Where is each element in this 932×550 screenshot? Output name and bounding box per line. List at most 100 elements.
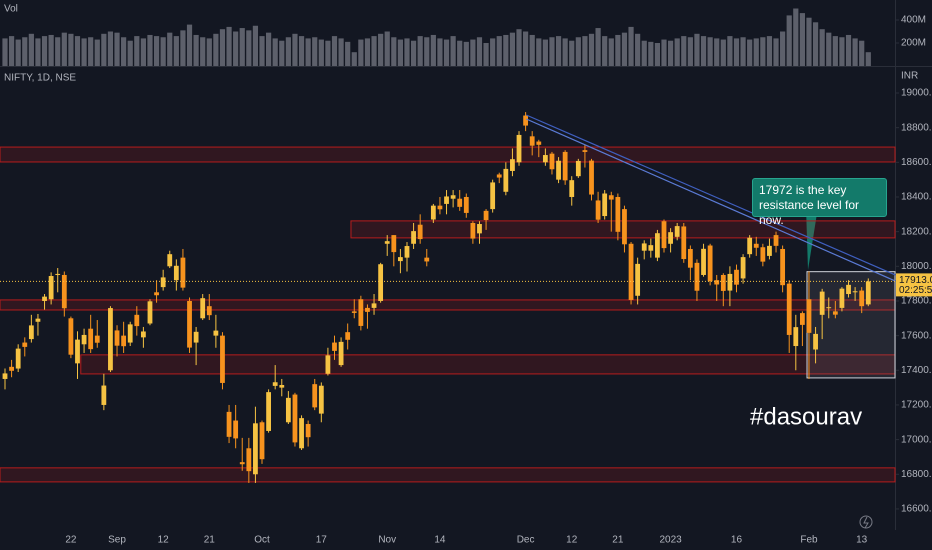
candle-body: [516, 134, 522, 163]
volume-bar: [714, 38, 720, 66]
candle-body: [338, 341, 344, 366]
candle-body: [503, 168, 509, 192]
volume-bar: [780, 31, 786, 66]
candle-body: [681, 226, 687, 260]
x-tick-label: 12: [158, 535, 170, 546]
candle-body: [101, 385, 107, 405]
candle-body: [437, 205, 443, 210]
volume-bar: [259, 36, 265, 66]
x-tick-label: Dec: [517, 535, 535, 546]
candle-body: [490, 182, 496, 210]
volume-bar: [457, 40, 463, 66]
volume-bar: [753, 38, 759, 66]
candle-body: [312, 384, 318, 408]
symbol-title: NIFTY, 1D, NSE: [4, 73, 76, 84]
x-tick-label: 17: [316, 535, 328, 546]
volume-bar: [667, 40, 674, 66]
candle-body: [147, 301, 153, 324]
countdown: 02:25:58: [899, 285, 932, 296]
callout: 17972 is the key resistance level for no…: [752, 178, 887, 227]
volume-bar: [404, 38, 410, 66]
volume-bar: [318, 39, 324, 66]
volume-bar: [430, 34, 436, 66]
y-tick-label: 17000.00: [901, 434, 932, 445]
volume-bar: [180, 30, 186, 66]
x-tick-label: Sep: [108, 535, 126, 546]
y-tick-label: 19000.00: [901, 88, 932, 99]
candle-body: [523, 115, 529, 126]
volume-bar: [81, 38, 87, 66]
volume-tick-label: 200M: [901, 38, 926, 49]
candle-body: [674, 226, 680, 237]
volume-bar: [88, 37, 94, 66]
volume-bar: [707, 37, 713, 66]
candle-body: [496, 174, 502, 178]
volume-bar: [233, 31, 239, 66]
zone: [80, 354, 896, 375]
candle-body: [668, 232, 673, 244]
candle-body: [391, 235, 397, 253]
candle-body: [430, 205, 436, 220]
volume-bar: [641, 40, 647, 66]
volume-bar: [799, 13, 805, 67]
volume-bar: [529, 34, 535, 66]
volume-bar: [812, 22, 819, 67]
candle-body: [233, 420, 239, 439]
candle-body: [483, 210, 489, 221]
candle-body: [180, 257, 186, 288]
candle-body: [767, 245, 772, 256]
candle-body: [714, 280, 720, 285]
volume-bar: [173, 36, 179, 66]
volume-bar: [279, 40, 285, 66]
candle-body: [28, 325, 34, 340]
volume-bar: [378, 33, 384, 66]
volume-bar: [621, 32, 628, 66]
volume-bar: [806, 17, 812, 66]
volume-bar: [845, 34, 852, 66]
y-tick-label: 17200.00: [901, 400, 932, 411]
volume-bar: [793, 8, 799, 66]
candle-body: [529, 136, 535, 146]
volume-bar: [694, 33, 700, 66]
volume-bar: [443, 39, 450, 66]
candle-body: [15, 348, 21, 369]
x-tick-label: 16: [731, 535, 743, 546]
candle-body: [173, 265, 179, 281]
trendline: [526, 118, 896, 282]
candle-body: [701, 248, 706, 275]
candle-body: [285, 397, 291, 423]
volume-bar: [285, 37, 291, 66]
axis-unit: INR: [901, 71, 918, 82]
volume-bar: [305, 38, 311, 66]
candle-body: [246, 448, 252, 472]
candle-body: [556, 160, 561, 180]
volume-bar: [410, 40, 417, 66]
candle-body: [140, 331, 146, 338]
y-tick-label: 16600.00: [901, 504, 932, 515]
candle-body: [747, 237, 753, 255]
candle-body: [595, 200, 601, 220]
candle-body: [799, 313, 805, 325]
candle-body: [305, 424, 311, 438]
candle-body: [865, 281, 871, 305]
volume-bar: [28, 33, 34, 66]
candle-body: [272, 382, 278, 386]
candle-body: [602, 193, 608, 217]
candle-body: [793, 327, 799, 347]
volume-bar: [588, 33, 595, 66]
volume-bar: [450, 36, 456, 66]
candle-body: [88, 328, 94, 350]
candle-body: [839, 288, 845, 308]
zone: [0, 299, 896, 311]
candle-body: [9, 366, 14, 371]
y-tick-label: 17800.00: [901, 296, 932, 307]
candle-body: [279, 385, 285, 388]
volume-bar: [351, 52, 357, 66]
candle-body: [2, 373, 8, 379]
volume-bar: [826, 32, 832, 66]
volume-bar: [167, 32, 173, 66]
candle-body: [589, 160, 594, 195]
volume-bar: [200, 37, 206, 66]
volume-bar: [661, 39, 667, 66]
